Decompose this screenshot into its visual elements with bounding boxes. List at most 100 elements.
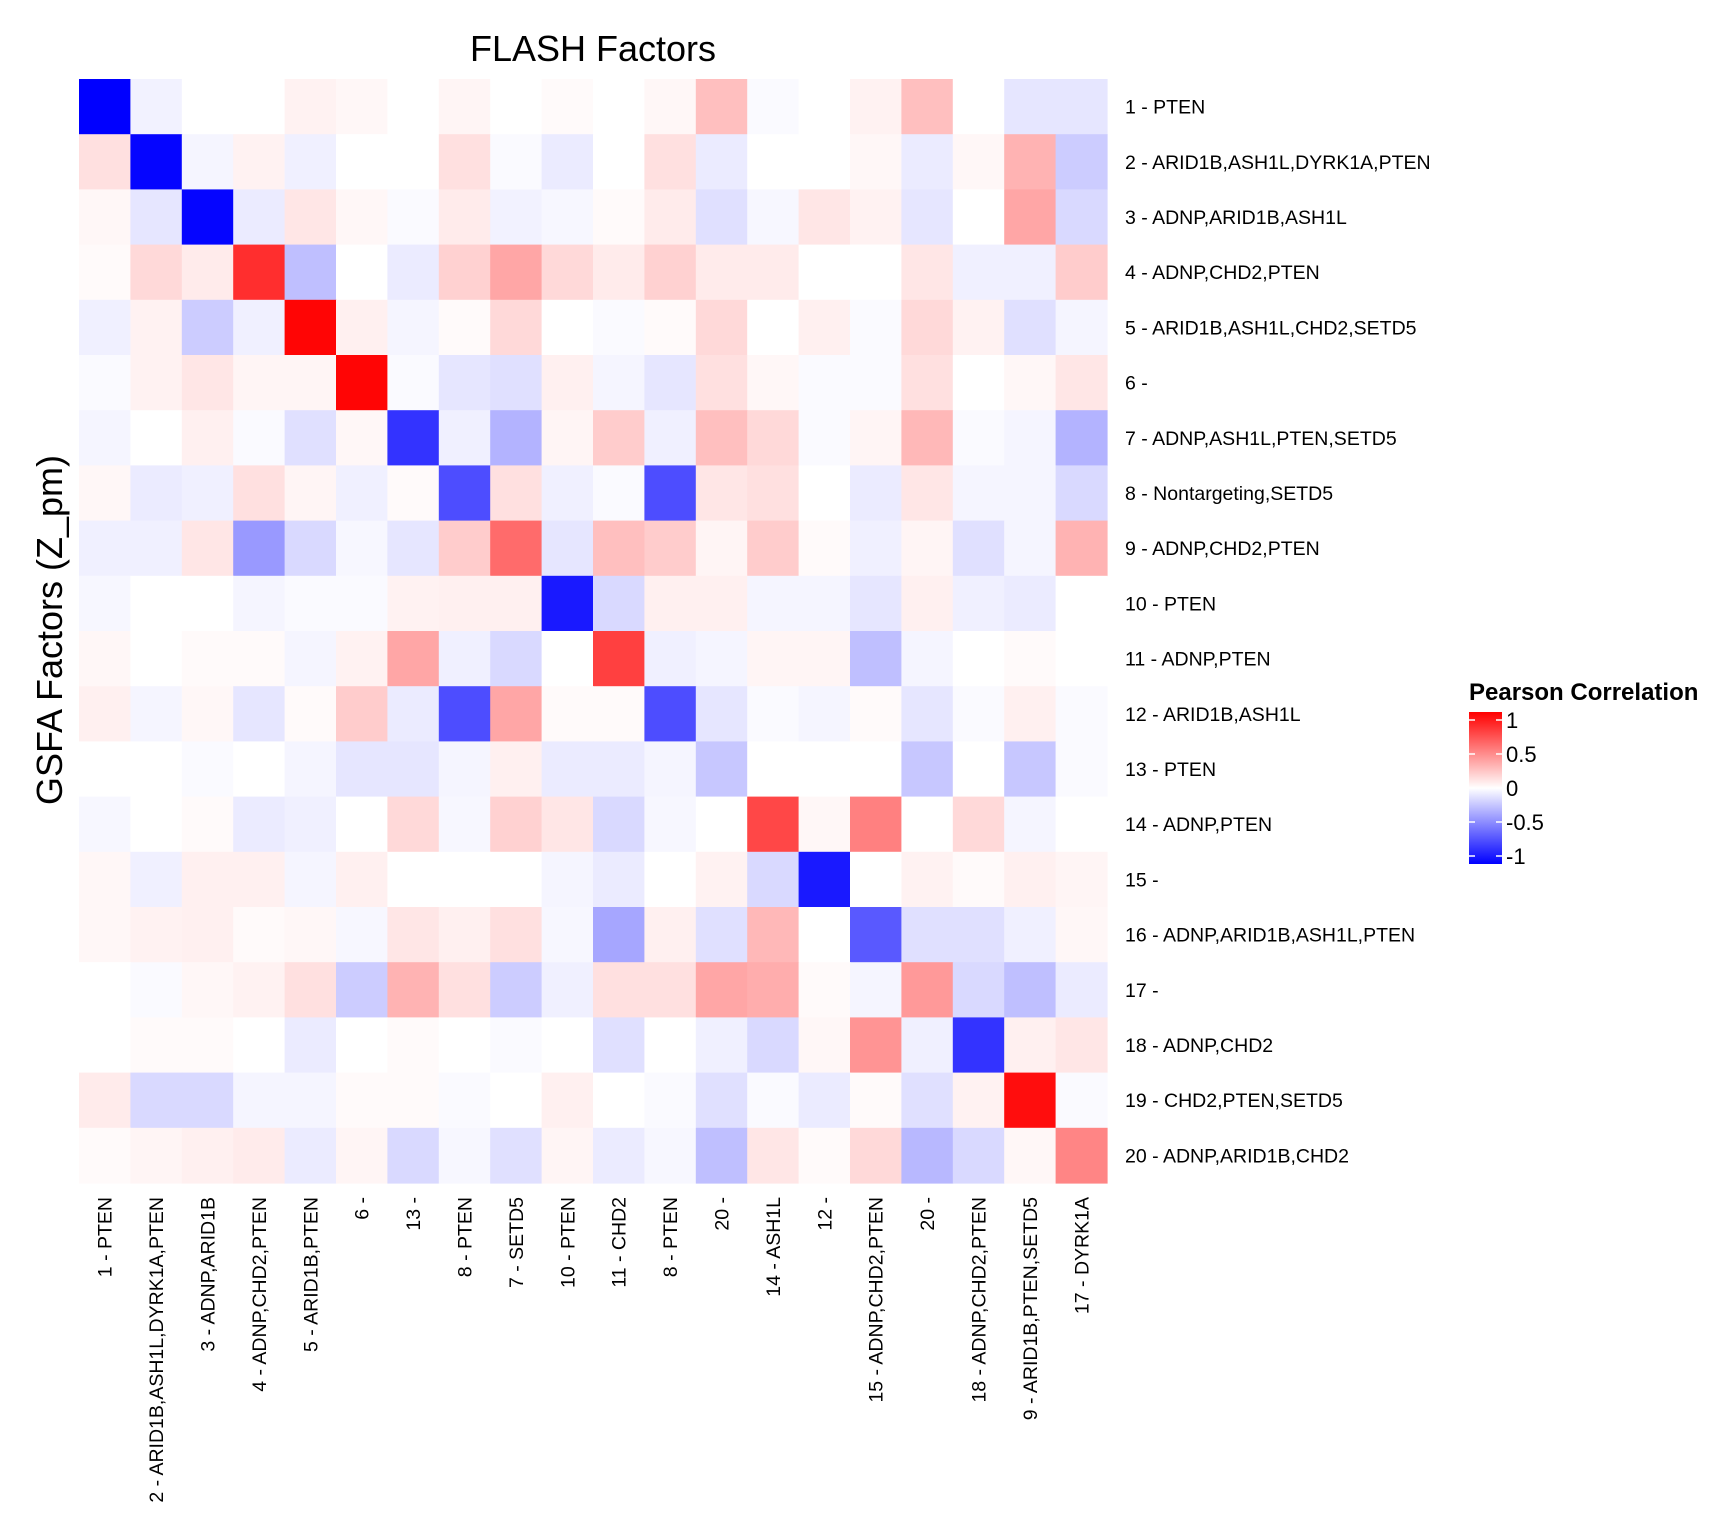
heatmap-cell <box>695 299 748 356</box>
heatmap-cell <box>79 1017 131 1074</box>
heatmap-cell <box>181 79 234 135</box>
heatmap-cell <box>181 465 234 522</box>
heatmap-cell <box>798 244 851 301</box>
heatmap-cell <box>695 244 748 301</box>
heatmap-cell <box>541 741 594 798</box>
heatmap-cell <box>490 631 543 687</box>
heatmap-cell <box>747 686 800 742</box>
heatmap-cell <box>695 355 748 411</box>
row-label: 4 - ADNP,CHD2,PTEN <box>1125 262 1320 284</box>
heatmap-cell <box>233 796 286 853</box>
heatmap-cell <box>850 134 902 190</box>
heatmap-cell <box>233 631 286 687</box>
legend-title: Pearson Correlation <box>1469 679 1698 706</box>
heatmap-cell <box>387 741 440 798</box>
heatmap-cell <box>130 299 183 356</box>
heatmap-cell <box>644 575 697 632</box>
heatmap-cell <box>901 575 954 632</box>
heatmap-cell <box>1004 851 1057 908</box>
heatmap-cell <box>695 1127 748 1184</box>
heatmap-cell <box>233 907 286 963</box>
heatmap-cell <box>850 1072 902 1129</box>
heatmap-cell <box>1004 134 1057 190</box>
heatmap-cell <box>336 962 388 1018</box>
heatmap-cell <box>695 851 748 908</box>
chart-title: FLASH Factors <box>470 28 716 69</box>
heatmap-cell <box>336 79 388 135</box>
heatmap-cell <box>593 575 645 632</box>
heatmap-cell <box>644 686 697 742</box>
heatmap-cell <box>490 520 543 577</box>
heatmap-cell <box>79 465 131 522</box>
heatmap-cell <box>336 851 388 908</box>
heatmap-cell <box>695 189 748 246</box>
heatmap-cell <box>695 741 748 798</box>
heatmap-cell <box>850 575 902 632</box>
heatmap-cell <box>593 410 645 466</box>
heatmap-cell <box>79 355 131 411</box>
heatmap-cell <box>490 686 543 742</box>
heatmap-cell <box>850 189 902 246</box>
row-label: 15 - <box>1125 869 1159 891</box>
heatmap-cell <box>901 686 954 742</box>
heatmap-cell <box>233 244 286 301</box>
heatmap-cell <box>952 1017 1005 1074</box>
heatmap-cell <box>233 465 286 522</box>
heatmap-cell <box>1004 1017 1057 1074</box>
heatmap-cell <box>747 962 800 1018</box>
heatmap-cell <box>593 189 645 246</box>
heatmap-cell <box>79 410 131 466</box>
heatmap-cell <box>438 134 491 190</box>
heatmap-cell <box>1055 1127 1108 1184</box>
heatmap-cell <box>284 1017 337 1074</box>
heatmap-cell <box>901 631 954 687</box>
heatmap-cell <box>233 1017 286 1074</box>
heatmap-cell <box>181 796 234 853</box>
heatmap-cell <box>490 851 543 908</box>
heatmap-cell <box>798 410 851 466</box>
heatmap-cell <box>336 796 388 853</box>
heatmap-cell <box>798 741 851 798</box>
row-label: 19 - CHD2,PTEN,SETD5 <box>1125 1090 1343 1112</box>
heatmap-cell <box>130 244 183 301</box>
heatmap-cells <box>79 79 1108 1184</box>
heatmap-cell <box>79 299 131 356</box>
heatmap-cell <box>233 575 286 632</box>
heatmap-cell <box>541 631 594 687</box>
heatmap-cell <box>130 1017 183 1074</box>
row-label: 5 - ARID1B,ASH1L,CHD2,SETD5 <box>1125 317 1417 339</box>
column-label: 9 - ARID1B,PTEN,SETD5 <box>1020 1197 1042 1420</box>
heatmap-cell <box>181 410 234 466</box>
heatmap-cell <box>387 134 440 190</box>
heatmap-cell <box>130 1127 183 1184</box>
heatmap-cell <box>438 962 491 1018</box>
heatmap-cell <box>387 1072 440 1129</box>
heatmap-cell <box>1055 134 1108 190</box>
heatmap-cell <box>747 1127 800 1184</box>
column-label: 6 - <box>352 1197 374 1220</box>
heatmap-cell <box>593 796 645 853</box>
heatmap-cell <box>747 1017 800 1074</box>
heatmap-cell <box>952 410 1005 466</box>
heatmap-cell <box>130 907 183 963</box>
heatmap-cell <box>541 851 594 908</box>
heatmap-cell <box>130 79 183 135</box>
heatmap-cell <box>130 851 183 908</box>
heatmap-cell <box>336 575 388 632</box>
heatmap-cell <box>490 907 543 963</box>
row-label: 20 - ADNP,ARID1B,CHD2 <box>1125 1145 1349 1167</box>
heatmap-cell <box>593 686 645 742</box>
heatmap-cell <box>438 355 491 411</box>
heatmap-cell <box>130 520 183 577</box>
heatmap-cell <box>798 1072 851 1129</box>
heatmap-cell <box>181 1127 234 1184</box>
row-label: 13 - PTEN <box>1125 759 1216 781</box>
heatmap-cell <box>336 631 388 687</box>
heatmap-cell <box>695 520 748 577</box>
heatmap-cell <box>1004 79 1057 135</box>
heatmap-cell <box>798 575 851 632</box>
heatmap-cell <box>952 79 1005 135</box>
heatmap-cell <box>1055 851 1108 908</box>
heatmap-cell <box>798 355 851 411</box>
